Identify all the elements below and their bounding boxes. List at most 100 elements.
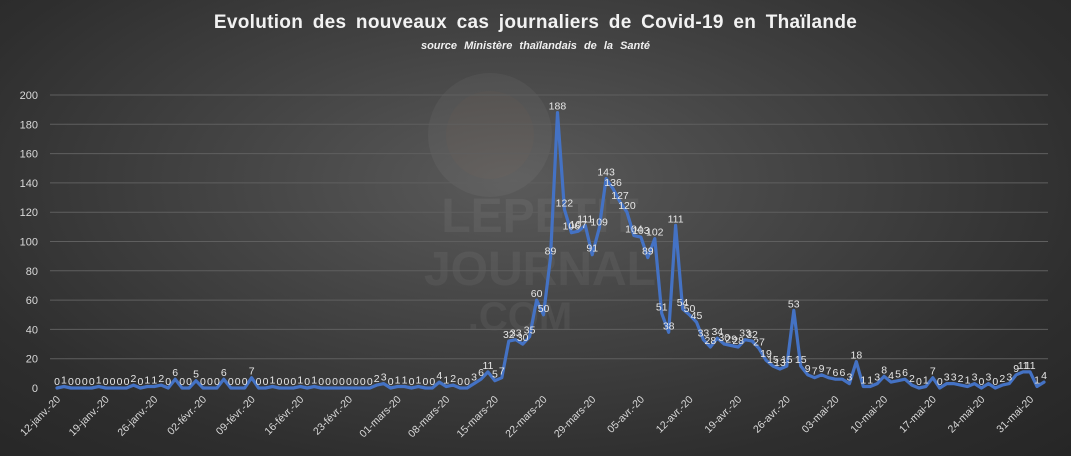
- x-tick-label: 01-mars-20: [357, 394, 404, 441]
- data-point-label: 30: [517, 332, 529, 344]
- data-point-label: 2: [131, 373, 137, 385]
- data-point-label: 0: [346, 376, 352, 388]
- y-tick-label: 120: [20, 207, 38, 219]
- data-point-label: 188: [549, 101, 567, 113]
- data-point-label: 0: [332, 376, 338, 388]
- data-point-label: 0: [422, 376, 428, 388]
- data-point-label: 4: [1041, 370, 1047, 382]
- data-point-label: 1: [860, 375, 866, 387]
- data-point-label: 0: [256, 376, 262, 388]
- data-point-label: 143: [597, 167, 615, 179]
- data-point-label: 104: [625, 224, 643, 236]
- x-tick-label: 19-janv.-20: [67, 394, 112, 439]
- data-point-label: 127: [611, 190, 629, 202]
- data-point-label: 33: [510, 328, 522, 340]
- x-tick-label: 05-avr.-20: [605, 394, 647, 436]
- data-point-label: 0: [124, 376, 130, 388]
- data-point-label: 32: [503, 329, 515, 341]
- data-point-label: 9: [819, 363, 825, 375]
- data-point-label: 1: [867, 375, 873, 387]
- data-point-label: 0: [353, 376, 359, 388]
- data-series-line: [55, 110, 1046, 390]
- data-point-label: 33: [698, 328, 710, 340]
- data-point-label: 15: [795, 354, 807, 366]
- x-tick-label: 24-mai-20: [946, 394, 988, 436]
- data-point-label: 4: [888, 370, 894, 382]
- data-point-label: 0: [290, 376, 296, 388]
- data-point-label: 1: [311, 375, 317, 387]
- data-point-label: 1: [144, 375, 150, 387]
- data-point-label: 0: [992, 376, 998, 388]
- data-point-label: 0: [137, 376, 143, 388]
- data-point-label: 19: [760, 348, 772, 360]
- data-point-label: 0: [165, 376, 171, 388]
- data-point-label: 0: [235, 376, 241, 388]
- data-point-label: 1: [402, 375, 408, 387]
- data-point-label: 0: [228, 376, 234, 388]
- y-tick-label: 60: [26, 295, 38, 307]
- data-point-label: 0: [409, 376, 415, 388]
- data-point-label: 2: [909, 373, 915, 385]
- data-point-label: 54: [677, 297, 689, 309]
- data-point-label: 0: [207, 376, 213, 388]
- data-point-label: 1: [297, 375, 303, 387]
- data-point-label: 0: [979, 376, 985, 388]
- x-axis: 12-janv.-20 19-janv.-20 26-janv.-20 02-févr…: [18, 394, 1036, 441]
- data-point-label: 51: [656, 301, 668, 313]
- x-tick-label: 26-avr.-20: [751, 394, 793, 436]
- y-tick-label: 0: [32, 383, 38, 395]
- data-point-label: 122: [556, 197, 574, 209]
- data-point-label: 120: [618, 200, 636, 212]
- data-point-label: 7: [930, 366, 936, 378]
- data-point-label: 3: [944, 372, 950, 384]
- y-tick-label: 140: [20, 178, 38, 190]
- x-tick-label: 26-janv.-20: [115, 394, 160, 439]
- data-point-label: 11: [1018, 360, 1029, 372]
- y-axis: 0 20 40 60 80 100 120 140 160 180 200: [20, 90, 38, 395]
- data-point-label: 0: [916, 376, 922, 388]
- data-point-label: 1: [923, 375, 929, 387]
- data-point-label: 5: [193, 369, 199, 381]
- x-tick-label: 08-mars-20: [406, 394, 453, 441]
- svg-text:JOURNAL: JOURNAL: [424, 243, 656, 296]
- data-point-label: 0: [263, 376, 269, 388]
- data-point-label: 0: [283, 376, 289, 388]
- data-point-label: 0: [117, 376, 123, 388]
- x-tick-label: 12-janv.-20: [18, 394, 63, 439]
- data-point-label: 6: [902, 367, 908, 379]
- data-point-label: 7: [812, 366, 818, 378]
- data-point-label: 0: [360, 376, 366, 388]
- data-point-label: 0: [464, 376, 470, 388]
- data-point-label: 3: [951, 372, 957, 384]
- data-point-label: 0: [200, 376, 206, 388]
- data-point-label: 50: [538, 303, 550, 315]
- data-point-label: 0: [214, 376, 220, 388]
- svg-text:.COM: .COM: [468, 295, 572, 339]
- data-point-label: 3: [846, 372, 852, 384]
- x-tick-label: 23-févr.-20: [311, 394, 355, 438]
- data-point-label: 3: [1006, 372, 1012, 384]
- data-point-label: 50: [684, 303, 696, 315]
- data-point-label: 6: [478, 367, 484, 379]
- data-point-label: 18: [850, 350, 862, 362]
- data-point-label: 15: [781, 354, 793, 366]
- data-point-label: 3: [381, 372, 387, 384]
- data-point-label: 38: [663, 320, 675, 332]
- data-point-label: 3: [874, 372, 880, 384]
- data-point-label: 1: [1034, 375, 1040, 387]
- data-point-label: 3: [985, 372, 991, 384]
- data-point-label: 0: [110, 376, 116, 388]
- data-point-label: 0: [429, 376, 435, 388]
- data-point-label: 28: [705, 335, 717, 347]
- data-point-label: 9: [1013, 363, 1019, 375]
- data-point-label: 11: [482, 360, 493, 372]
- data-point-label: 0: [89, 376, 95, 388]
- data-point-label: 0: [54, 376, 60, 388]
- data-point-label: 136: [604, 177, 622, 189]
- data-point-label: 3: [471, 372, 477, 384]
- data-point-label: 111: [668, 213, 684, 225]
- data-point-label: 1: [443, 375, 449, 387]
- data-point-label: 0: [277, 376, 283, 388]
